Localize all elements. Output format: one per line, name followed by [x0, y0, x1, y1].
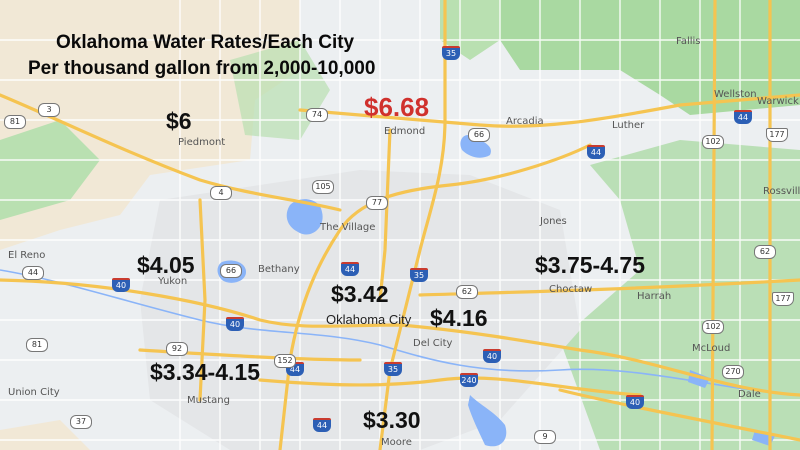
route-66-east	[298, 93, 800, 128]
state-highway-102	[710, 0, 717, 450]
rate-label-mustang: $3.34-4.15	[150, 359, 260, 385]
interstate-44-shield-icon: 44	[341, 262, 359, 276]
place-label-mcloud: McLoud	[692, 343, 731, 354]
place-label-fallis: Fallis	[676, 36, 701, 47]
interstate-40-shield-icon: 40	[226, 317, 244, 331]
place-label-luther: Luther	[612, 120, 645, 131]
north-canadian-river	[0, 269, 800, 396]
lake-hefner	[286, 199, 323, 235]
rate-label-yukon: $4.05	[137, 252, 195, 278]
interstate-44-shield-icon: 44	[313, 418, 331, 432]
state-highway-9-shield-icon: 9	[534, 430, 556, 444]
state-highway-74-shield-icon: 74	[306, 108, 328, 122]
place-label-wellston: Wellston	[714, 89, 757, 100]
state-highway-81-shield-icon: 81	[26, 338, 48, 352]
state-highway-66-shield-icon: 66	[220, 264, 242, 278]
rivers	[0, 269, 800, 396]
green-area-piedmont	[230, 40, 330, 140]
state-highway-77-shield-icon: 77	[366, 196, 388, 210]
state-highway-4-shield-icon: 4	[210, 186, 232, 200]
map-title: Oklahoma Water Rates/Each City	[56, 32, 355, 53]
place-label-rossville: Rossville	[763, 186, 800, 197]
place-label-harrah: Harrah	[637, 291, 672, 302]
place-label-oklahoma-city: Oklahoma City	[326, 312, 412, 327]
interstate-35-shield-icon: 35	[384, 362, 402, 376]
interstate-240	[258, 376, 642, 397]
interstate-44-shield-icon: 44	[734, 110, 752, 124]
rural-area-southwest	[0, 420, 90, 450]
interstate-40-shield-icon: 40	[483, 349, 501, 363]
place-label-dale: Dale	[738, 389, 761, 400]
place-label-jones: Jones	[540, 216, 567, 227]
interstate-44-shield-icon: 44	[587, 145, 605, 159]
state-highway-102-shield-icon: 102	[702, 320, 724, 334]
place-label-el-reno: El Reno	[8, 250, 46, 261]
interstate-35-shield-icon: 35	[442, 46, 460, 60]
rate-label-piedmont: $6	[166, 108, 192, 134]
interstate-240-shield-icon: 240	[460, 373, 478, 387]
interstate-35-shield-icon: 35	[410, 268, 428, 282]
state-highway-66-shield-icon: 66	[468, 128, 490, 142]
place-label-yukon: Yukon	[158, 276, 188, 287]
state-highway-105-shield-icon: 105	[312, 180, 334, 194]
us-highway-177-shield-icon: 177	[772, 292, 794, 306]
state-highway-62-shield-icon: 62	[456, 285, 478, 299]
state-highway-44-shield-icon: 44	[22, 266, 44, 280]
place-label-moore: Moore	[381, 437, 412, 448]
state-highway-3-shield-icon: 3	[38, 103, 60, 117]
green-area-west	[0, 120, 100, 220]
us-highway-177-shield-icon: 177	[766, 128, 788, 142]
green-area-northeast	[500, 0, 800, 115]
interstate-40	[0, 278, 800, 397]
place-label-edmond: Edmond	[384, 126, 426, 137]
place-label-warwick: Warwick	[757, 96, 799, 107]
place-label-bethany: Bethany	[258, 264, 300, 275]
place-label-piedmont: Piedmont	[178, 137, 226, 148]
place-label-union-city: Union City	[8, 387, 60, 398]
place-label-arcadia: Arcadia	[506, 116, 544, 127]
interstate-40-shield-icon: 40	[112, 278, 130, 292]
rate-label-del-city: $4.16	[430, 305, 488, 331]
rate-label-choctaw: $3.75-4.75	[535, 252, 645, 278]
lake-stanley-draper	[468, 395, 507, 447]
state-highway-102-shield-icon: 102	[702, 135, 724, 149]
green-area-north	[440, 0, 500, 60]
arcadia-lake	[460, 134, 491, 158]
rate-label-moore: $3.30	[363, 407, 421, 433]
state-highway-4	[198, 198, 207, 402]
state-highway-152-shield-icon: 152	[274, 354, 296, 368]
rate-label-edmond: $6.68	[364, 92, 430, 122]
state-highway-81-shield-icon: 81	[4, 115, 26, 129]
interstate-35	[378, 0, 447, 450]
broadway-extension	[378, 128, 392, 302]
place-label-mustang: Mustang	[187, 395, 230, 406]
state-highway-92-shield-icon: 92	[166, 342, 188, 356]
rate-label-oklahoma-city: $3.42	[331, 281, 389, 307]
state-highway-62-shield-icon: 62	[754, 245, 776, 259]
map-subtitle: Per thousand gallon from 2,000-10,000	[28, 58, 376, 79]
interstate-40-shield-icon: 40	[626, 395, 644, 409]
place-label-the-village: The Village	[320, 222, 376, 233]
state-highway-270-shield-icon: 270	[722, 365, 744, 379]
state-highway-37-shield-icon: 37	[70, 415, 92, 429]
place-label-choctaw: Choctaw	[549, 284, 593, 295]
place-label-del-city: Del City	[413, 338, 453, 349]
